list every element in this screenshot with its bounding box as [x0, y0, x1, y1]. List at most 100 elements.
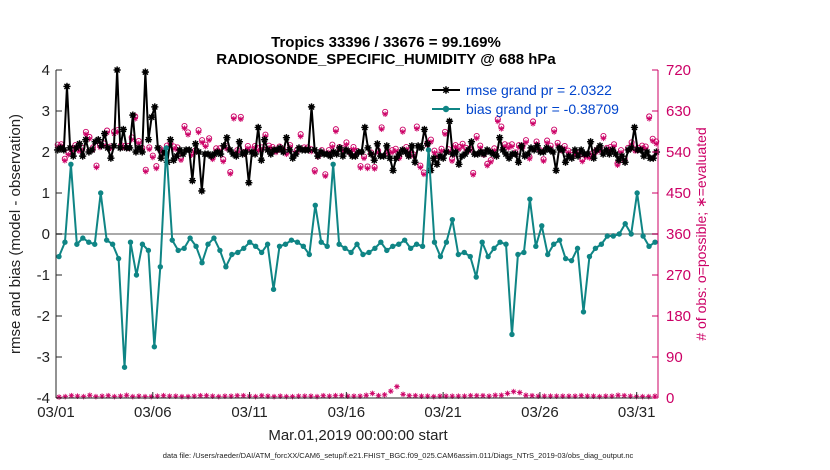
rmse-marker-stroke — [245, 179, 252, 186]
rmse-marker-stroke — [430, 155, 437, 162]
rmse-marker — [129, 111, 137, 119]
rmse-marker-stroke — [622, 159, 629, 166]
rmse-marker — [285, 146, 294, 154]
bias-point — [515, 251, 521, 258]
bias-point — [485, 253, 491, 260]
bias-point — [455, 251, 462, 258]
obs-evaluated-point-stroke — [363, 392, 369, 398]
bias-point — [449, 216, 456, 223]
y-tick-left-label: 3 — [42, 103, 50, 120]
rmse-marker — [311, 146, 319, 154]
rmse-marker-stroke — [584, 151, 591, 158]
rmse-marker-stroke — [618, 153, 625, 160]
obs-evaluated-point-stroke — [406, 393, 412, 399]
obs-evaluated-point-stroke — [351, 393, 357, 399]
obs-possible-point — [350, 143, 357, 151]
x-axis-label: Mar.01,2019 00:00:00 start — [268, 427, 448, 444]
rmse-marker-stroke — [277, 144, 284, 151]
rmse-marker-stroke — [167, 136, 174, 143]
rmse-marker-stroke — [527, 144, 535, 151]
bias-point — [634, 190, 640, 196]
obs-evaluated-point — [480, 392, 486, 399]
bias-point — [92, 241, 98, 247]
rmse-marker — [408, 142, 416, 150]
rmse-marker-stroke — [553, 167, 560, 174]
y-axis-right-label: # of obs: o=possible; ∗=evaluated — [693, 127, 709, 340]
obs-possible-point — [371, 163, 378, 171]
bias-point — [229, 251, 235, 258]
rmse-marker-stroke — [408, 142, 415, 149]
bias-point — [473, 274, 479, 280]
bias-point — [306, 251, 313, 258]
obs-possible-point — [505, 142, 512, 149]
obs-evaluated-point — [455, 393, 462, 399]
rmse-marker — [464, 146, 472, 154]
bias-point — [545, 251, 551, 258]
obs-evaluated-point-stroke — [615, 162, 620, 168]
obs-evaluated-point-stroke — [327, 393, 332, 399]
rmse-marker — [358, 148, 366, 156]
rmse-marker-stroke — [421, 126, 428, 133]
obs-evaluated-point — [301, 393, 308, 399]
rmse-marker — [364, 144, 372, 152]
obs-evaluated-point-stroke — [358, 165, 363, 171]
obs-evaluated-point-stroke — [421, 172, 427, 177]
rmse-marker — [596, 142, 604, 150]
obs-evaluated-point — [56, 394, 62, 400]
rmse-marker — [97, 142, 106, 150]
rmse-marker-stroke — [292, 151, 299, 158]
rmse-marker-stroke — [374, 140, 381, 147]
bias-point — [407, 245, 414, 252]
y-tick-left-label: -1 — [37, 267, 50, 284]
rmse-marker — [511, 150, 519, 158]
obs-possible-point — [389, 147, 396, 154]
rmse-marker-stroke — [217, 151, 224, 158]
rmse-marker-stroke — [110, 142, 118, 149]
rmse-marker-stroke — [176, 146, 183, 153]
obs-possible-point — [142, 166, 149, 173]
obs-possible-point — [642, 143, 649, 150]
chart-subtitle: RADIOSONDE_SPECIFIC_HUMIDITY @ 688 hPa — [216, 51, 556, 68]
obs-evaluated-point — [142, 393, 148, 400]
rmse-marker — [100, 129, 109, 138]
rmse-marker — [430, 154, 438, 162]
bias-point — [384, 247, 390, 254]
rmse-marker — [217, 150, 225, 158]
y-tick-left-label: 4 — [42, 62, 50, 79]
obs-possible-point — [413, 123, 420, 130]
bias-point — [121, 364, 128, 370]
rmse-marker-stroke — [380, 153, 387, 160]
obs-evaluated-point-stroke — [449, 393, 455, 399]
rmse-marker-stroke — [214, 148, 221, 156]
bias-point — [62, 239, 68, 245]
obs-evaluated-point — [418, 393, 425, 399]
obs-possible-point — [484, 160, 491, 167]
y-tick-right-label: 180 — [666, 308, 691, 325]
rmse-marker — [383, 142, 391, 150]
bias-point — [98, 190, 104, 196]
obs-possible-point — [206, 135, 213, 142]
obs-evaluated-point — [498, 392, 505, 399]
rmse-marker — [232, 152, 240, 160]
x-tick-label: 03/26 — [521, 404, 559, 421]
rmse-marker — [586, 138, 595, 146]
y-tick-left-label: -4 — [37, 390, 50, 407]
x-tick-label: 03/06 — [134, 404, 172, 421]
obs-evaluated-point — [412, 392, 419, 399]
rmse-marker — [411, 158, 419, 166]
obs-evaluated-point-stroke — [136, 393, 142, 399]
obs-evaluated-point-stroke — [206, 137, 212, 143]
rmse-marker — [63, 82, 71, 90]
rmse-marker — [119, 125, 128, 134]
y-tick-left-label: 1 — [42, 185, 50, 202]
chart-title: Tropics 33396 / 33676 = 99.169% — [271, 34, 501, 51]
obs-possible-point — [382, 108, 389, 115]
obs-possible-point — [477, 142, 484, 149]
obs-evaluated-point-stroke — [124, 392, 129, 398]
obs-evaluated-point-stroke — [484, 163, 490, 168]
bias-point — [580, 309, 587, 315]
obs-evaluated-point-stroke — [302, 393, 308, 399]
rmse-marker — [66, 144, 74, 152]
rmse-marker — [496, 134, 504, 142]
bias-point — [443, 239, 450, 245]
